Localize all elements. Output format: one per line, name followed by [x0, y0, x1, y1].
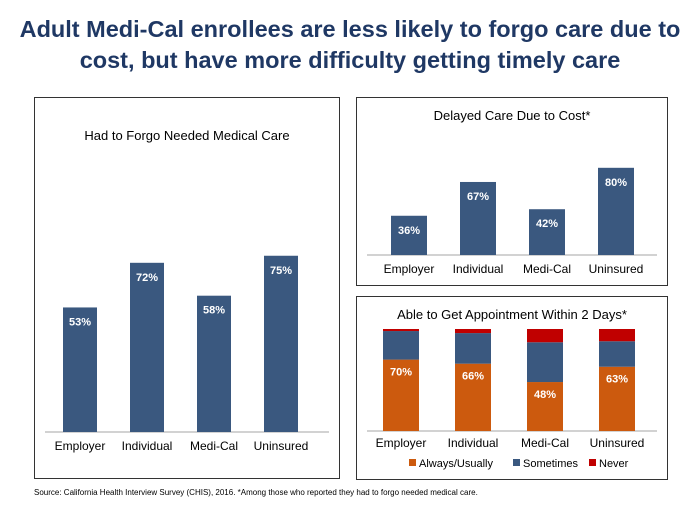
delayed-care-chart: 36% Employer 67% Individual 42% Medi-Cal 80% Un…	[367, 167, 657, 276]
bar-segment-sometimes-employer	[383, 331, 419, 360]
legend-label-always-usually: Always/Usually	[419, 458, 493, 470]
bar-segment-always-usually-employer	[383, 359, 419, 431]
bar-segment-always-usually-medi-cal	[527, 382, 563, 431]
bar-segment-sometimes-individual	[455, 333, 491, 364]
data-label-individual: 67%	[467, 191, 489, 203]
bar-segment-never-medi-cal	[527, 329, 563, 343]
category-label-medi-cal: Medi-Cal	[521, 436, 569, 450]
data-label-employer: 70%	[390, 367, 412, 379]
forgo-care-panel: Had to Forgo Needed Medical Care 53% Empl…	[34, 97, 340, 479]
legend-swatch-sometimes	[513, 459, 520, 466]
bar-employer	[63, 307, 97, 432]
category-label-employer: Employer	[384, 262, 435, 276]
category-label-medi-cal: Medi-Cal	[523, 262, 571, 276]
bar-medi-cal	[197, 295, 231, 432]
forgo-care-chart-title: Had to Forgo Needed Medical Care	[84, 128, 290, 143]
bar-medi-cal	[529, 209, 565, 255]
bar-individual	[460, 181, 496, 255]
delayed-care-chart-title: Delayed Care Due to Cost*	[433, 108, 591, 123]
data-label-uninsured: 80%	[605, 177, 627, 189]
bar-segment-never-uninsured	[599, 329, 635, 342]
bar-individual	[130, 262, 164, 432]
data-label-medi-cal: 42%	[536, 218, 558, 230]
bar-segment-never-employer	[383, 329, 419, 332]
bar-segment-sometimes-uninsured	[599, 341, 635, 367]
category-label-individual: Individual	[448, 436, 499, 450]
bar-employer	[391, 215, 427, 255]
category-label-uninsured: Uninsured	[589, 262, 644, 276]
appointment-chart-title: Able to Get Appointment Within 2 Days*	[397, 307, 627, 322]
category-label-uninsured: Uninsured	[590, 436, 645, 450]
bar-uninsured	[264, 255, 298, 432]
category-label-uninsured: Uninsured	[254, 439, 309, 453]
legend-label-never: Never	[599, 458, 629, 470]
delayed-care-panel: Delayed Care Due to Cost* 36% Employer 67%…	[356, 97, 668, 286]
category-label-medi-cal: Medi-Cal	[190, 439, 238, 453]
legend-swatch-never	[589, 459, 596, 466]
data-label-medi-cal: 58%	[203, 305, 225, 317]
category-label-individual: Individual	[453, 262, 504, 276]
data-label-individual: 66%	[462, 371, 484, 383]
bar-segment-always-usually-uninsured	[599, 366, 635, 431]
appointment-chart: 70% Employer 66% Individual 48% Medi-Cal 63% Un…	[367, 329, 657, 470]
bar-segment-always-usually-individual	[455, 363, 491, 431]
title-line-2: cost, but have more difficulty getting t…	[79, 47, 621, 73]
data-label-uninsured: 75%	[270, 265, 292, 277]
bar-segment-sometimes-medi-cal	[527, 342, 563, 383]
data-label-uninsured: 63%	[606, 374, 628, 386]
data-label-individual: 72%	[136, 272, 158, 284]
category-label-employer: Employer	[55, 439, 106, 453]
legend-swatch-always-usually	[409, 459, 416, 466]
data-label-employer: 53%	[69, 316, 91, 328]
data-label-medi-cal: 48%	[534, 389, 556, 401]
data-label-employer: 36%	[398, 225, 420, 237]
bar-uninsured	[598, 167, 634, 255]
category-label-individual: Individual	[122, 439, 173, 453]
category-label-employer: Employer	[376, 436, 427, 450]
bar-segment-never-individual	[455, 329, 491, 334]
forgo-care-chart: 53% Employer 72% Individual 58% Medi-Cal 75% Un…	[45, 255, 329, 453]
appointment-panel: Able to Get Appointment Within 2 Days* 7…	[356, 296, 668, 480]
page-title: Adult Medi-Cal enrollees are less likely…	[0, 14, 700, 76]
source-note: Source: California Health Interview Surv…	[34, 488, 478, 497]
title-line-1: Adult Medi-Cal enrollees are less likely…	[19, 16, 681, 42]
legend-label-sometimes: Sometimes	[523, 458, 579, 470]
